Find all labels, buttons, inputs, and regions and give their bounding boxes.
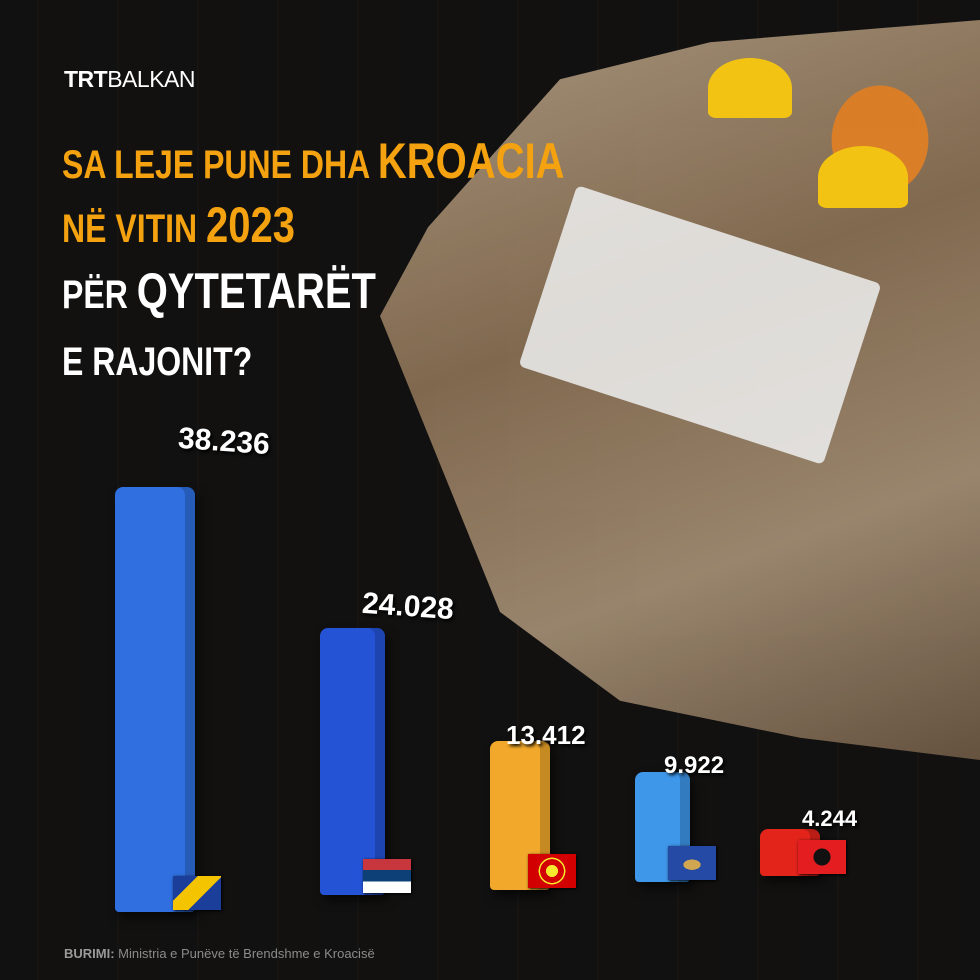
flag-north-macedonia-icon: [528, 854, 576, 888]
trt-balkan-logo: TRTBALKAN: [64, 66, 195, 92]
helmet-image: [708, 58, 792, 118]
flag-bosnia-icon: [173, 876, 221, 910]
bar-serbia: [320, 627, 385, 895]
bar-bosnia-and-herzegovina: [115, 487, 195, 912]
flag-kosovo-icon: [668, 846, 716, 880]
title-line-2: NË VITIN 2023: [62, 197, 296, 253]
data-label: 4.244: [802, 806, 858, 831]
data-label: 9.922: [664, 752, 725, 779]
flag-albania-icon: [798, 840, 846, 874]
data-label: 38.236: [176, 421, 271, 462]
source-note: BURIMI: Ministria e Punëve të Brendshme …: [64, 946, 375, 961]
data-label: 24.028: [360, 586, 455, 627]
data-label: 13.412: [506, 720, 586, 750]
flag-serbia-icon: [363, 859, 411, 893]
title-line-1: SA LEJE PUNE DHA KROACIA: [62, 133, 565, 189]
title-line-3: PËR QYTETARËT: [62, 263, 376, 319]
helmet-image: [818, 146, 908, 208]
title-line-4: E RAJONIT?: [62, 340, 253, 384]
